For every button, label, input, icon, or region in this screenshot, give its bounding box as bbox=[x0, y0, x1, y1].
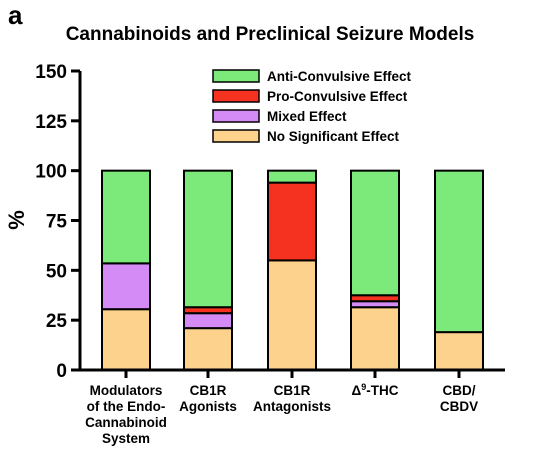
bar-segment bbox=[183, 312, 233, 330]
bar-group bbox=[350, 169, 400, 371]
legend-swatch bbox=[212, 69, 260, 83]
y-axis-label: % bbox=[4, 210, 29, 230]
x-tick-label: Δ9-THC bbox=[352, 382, 399, 398]
bar-group bbox=[267, 169, 317, 371]
y-tick-label: 150 bbox=[35, 62, 67, 83]
bar-segment bbox=[267, 169, 317, 184]
y-tick-label: 50 bbox=[46, 261, 67, 282]
x-tick-label: Antagonists bbox=[253, 399, 331, 414]
legend-label: Anti-Convulsive Effect bbox=[267, 69, 412, 84]
x-tick-label: System bbox=[102, 431, 150, 446]
legend-item: Mixed Effect bbox=[212, 109, 347, 124]
x-tick-label: Agonists bbox=[179, 399, 237, 414]
x-tick-label: CB1R bbox=[274, 383, 311, 398]
y-tick-label: 25 bbox=[46, 311, 68, 332]
bar-segment bbox=[101, 308, 151, 372]
legend-item: Pro-Convulsive Effect bbox=[212, 89, 408, 104]
legend-item: Anti-Convulsive Effect bbox=[212, 69, 412, 84]
y-tick-label: 75 bbox=[46, 212, 68, 233]
x-tick-label: CBDV bbox=[440, 399, 478, 414]
bar-group bbox=[434, 169, 484, 372]
x-tick-label: CB1R bbox=[190, 383, 227, 398]
legend-label: No Significant Effect bbox=[267, 129, 400, 144]
legend-swatch bbox=[212, 89, 260, 103]
bar-segment bbox=[434, 169, 484, 334]
x-tick-label: CBD/ bbox=[443, 383, 476, 398]
bar-segment bbox=[350, 169, 400, 297]
bar-segment bbox=[267, 259, 317, 371]
y-tick-label: 125 bbox=[35, 112, 67, 133]
bar-group bbox=[183, 169, 233, 372]
bar-segment bbox=[101, 169, 151, 265]
legend-swatch bbox=[212, 109, 260, 123]
bar-segment bbox=[267, 181, 317, 262]
x-tick-label: of the Endo- bbox=[87, 399, 166, 414]
bar-group bbox=[101, 169, 151, 372]
y-tick-label: 100 bbox=[35, 162, 67, 183]
bar-segment bbox=[183, 169, 233, 309]
panel-letter: a bbox=[8, 0, 23, 30]
x-tick-label: Cannabinoid bbox=[85, 415, 167, 430]
bar-segment bbox=[434, 331, 484, 372]
legend-label: Mixed Effect bbox=[267, 109, 347, 124]
legend-swatch bbox=[212, 129, 260, 143]
chart-title: Cannabinoids and Preclinical Seizure Mod… bbox=[65, 24, 475, 45]
bars bbox=[101, 169, 484, 372]
y-tick-label: 0 bbox=[56, 361, 67, 382]
y-axis: 0 25 50 75 100 125 150 bbox=[35, 62, 82, 382]
bar-segment bbox=[183, 327, 233, 372]
x-tick-label: Modulators bbox=[90, 383, 163, 398]
bar-segment bbox=[101, 262, 151, 311]
legend: Anti-Convulsive Effect Pro-Convulsive Eff… bbox=[212, 69, 412, 144]
legend-item: No Significant Effect bbox=[212, 129, 400, 144]
legend-label: Pro-Convulsive Effect bbox=[267, 89, 408, 104]
bar-segment bbox=[350, 306, 400, 371]
